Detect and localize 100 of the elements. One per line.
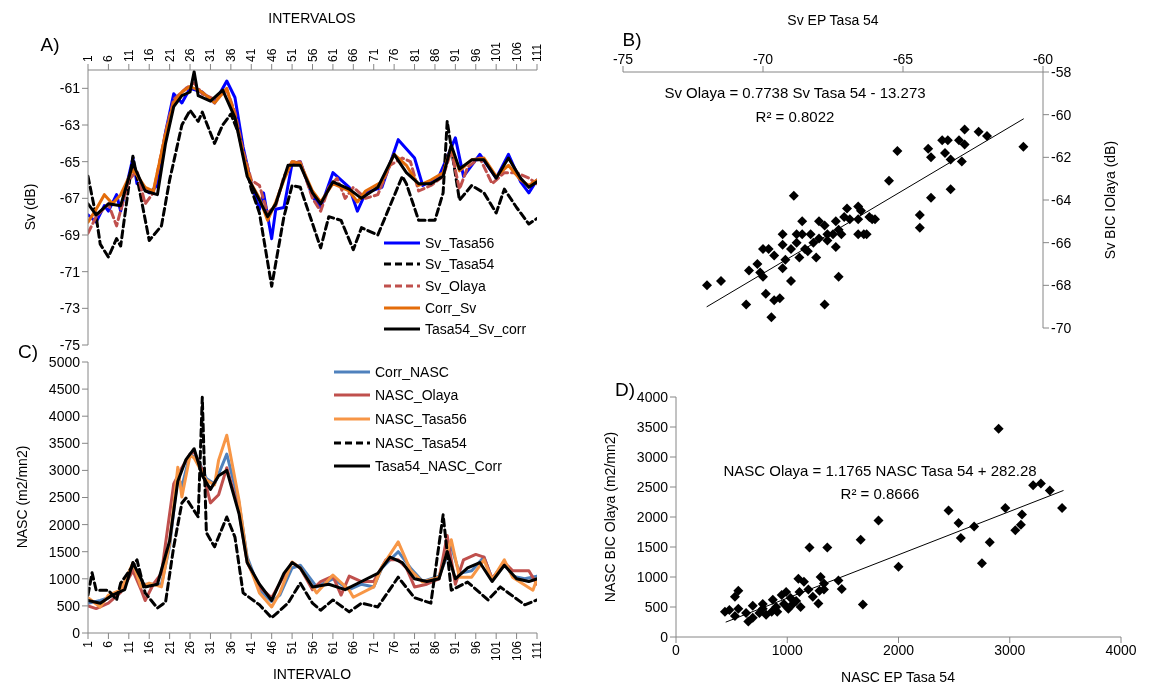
legend-label: NASC_Tasa54 (375, 434, 467, 451)
x-tick-label: 26 (183, 48, 198, 62)
y-tick-label: -71 (59, 263, 81, 280)
y-tick-label: 2500 (636, 478, 669, 495)
y-tick-label: 1000 (48, 570, 81, 587)
y-tick-label: -75 (59, 336, 81, 353)
x-tick-label: 86 (427, 640, 442, 655)
chart-title: A) (40, 34, 60, 56)
y-tick-label: -63 (59, 116, 81, 133)
y-tick-label: 1500 (48, 543, 81, 560)
y-tick-label: 4000 (636, 388, 669, 405)
annotation: R² = 0.8022 (755, 107, 835, 125)
x-tick-label: -70 (752, 51, 774, 67)
y-tick-label: 500 (56, 597, 81, 614)
legend-label: Sv_Olaya (425, 277, 486, 294)
y-tick-label: 3500 (636, 418, 669, 435)
legend-label: Sv_Tasa54 (425, 256, 495, 273)
annotation: R² = 0.8666 (840, 484, 920, 502)
x-tick-label: 46 (264, 640, 279, 655)
legend-label: Tasa54_NASC_Corr (375, 458, 502, 475)
x-tick-label: 36 (223, 48, 238, 62)
legend-label: Corr_NASC (375, 363, 449, 380)
legend-label: Tasa54_Sv_corr (425, 321, 527, 338)
y-axis-title: NASC BIC Olaya (m2/mn2) (602, 431, 618, 603)
x-tick-label: 106 (509, 41, 524, 62)
annotation: NASC Olaya = 1.1765 NASC Tasa 54 + 282.28 (723, 461, 1037, 479)
x-axis-title: INTERVALO (272, 666, 352, 682)
y-tick-label: -58 (1051, 63, 1072, 80)
x-tick-label: 51 (285, 640, 300, 655)
x-tick-label: 61 (325, 48, 340, 62)
x-tick-label: 3000 (994, 641, 1026, 658)
x-tick-label: 66 (346, 640, 361, 655)
x-tick-label: 71 (366, 48, 381, 62)
y-tick-label: -66 (1051, 234, 1072, 251)
y-tick-label: 1000 (636, 568, 669, 585)
y-tick-label: -70 (1051, 319, 1072, 336)
x-tick-label: 61 (325, 640, 340, 655)
x-tick-label: 36 (223, 640, 238, 655)
legend-label: Corr_Sv (425, 299, 477, 316)
y-tick-label: 3000 (48, 462, 81, 479)
x-tick-label: 31 (203, 48, 218, 62)
x-tick-label: 41 (244, 640, 259, 655)
x-tick-label: -65 (892, 51, 914, 67)
x-tick-label: 81 (407, 640, 422, 655)
y-tick-label: -64 (1051, 191, 1072, 208)
x-tick-label: 46 (264, 48, 279, 62)
x-tick-label: 4000 (1105, 641, 1137, 658)
y-tick-label: -67 (59, 190, 81, 207)
y-tick-label: -62 (1051, 149, 1072, 166)
y-tick-label: 2000 (636, 508, 669, 525)
y-tick-label: 4000 (48, 408, 81, 425)
y-tick-label: 2500 (48, 489, 81, 506)
x-tick-label: 86 (427, 48, 442, 62)
x-tick-label: 66 (346, 48, 361, 62)
x-axis-title: NASC EP Tasa 54 (841, 669, 955, 685)
y-tick-label: 5000 (48, 353, 81, 370)
x-tick-label: 106 (509, 640, 524, 662)
x-tick-label: 96 (468, 48, 483, 62)
y-tick-label: -65 (59, 153, 81, 170)
legend-label: NASC_Olaya (375, 387, 459, 404)
x-tick-label: 96 (468, 640, 483, 655)
x-tick-label: 111 (530, 640, 544, 660)
x-tick-label: 71 (366, 640, 381, 655)
chart-title: D) (614, 379, 636, 401)
x-tick-label: 111 (530, 43, 544, 62)
x-tick-label: 1 (81, 640, 95, 648)
x-tick-label: 31 (203, 640, 218, 655)
x-tick-label: -75 (612, 51, 634, 67)
annotation: Sv Olaya = 0.7738 Sv Tasa 54 - 13.273 (664, 83, 926, 101)
x-tick-label: 76 (387, 640, 402, 655)
y-tick-label: 4500 (48, 381, 81, 398)
x-tick-label: 2000 (882, 641, 915, 658)
y-tick-label: -69 (59, 226, 81, 243)
x-tick-label: 56 (305, 48, 320, 62)
x-tick-label: 16 (142, 48, 157, 62)
y-tick-label: 2000 (48, 516, 81, 533)
y-axis-title: Sv BIC IOlaya (dB) (1102, 140, 1118, 260)
x-tick-label: 56 (305, 640, 320, 655)
x-tick-label: 101 (489, 640, 504, 662)
x-tick-label: 1000 (771, 641, 804, 658)
x-tick-label: 26 (183, 640, 198, 655)
x-tick-label: 6 (101, 55, 116, 62)
x-tick-label: 1 (81, 55, 95, 62)
x-axis-title: Sv EP Tasa 54 (787, 12, 879, 28)
x-tick-label: 11 (121, 640, 136, 654)
x-tick-label: 16 (142, 640, 157, 655)
legend-label: NASC_Tasa56 (375, 410, 467, 427)
y-tick-label: -73 (59, 300, 81, 317)
chart-title: B) (622, 29, 642, 51)
x-tick-label: 0 (672, 641, 681, 658)
y-tick-label: -61 (59, 80, 81, 97)
x-tick-label: 41 (244, 48, 259, 62)
chart-title: C) (17, 341, 39, 363)
y-axis-title: Sv (dB) (22, 183, 38, 231)
legend-label: Sv_Tasa56 (425, 234, 495, 251)
x-tick-label: 51 (285, 48, 300, 62)
x-tick-label: 76 (387, 48, 402, 62)
x-tick-label: 91 (448, 48, 463, 62)
x-axis-title: INTERVALOS (268, 10, 356, 26)
x-tick-label: -60 (1032, 51, 1054, 67)
